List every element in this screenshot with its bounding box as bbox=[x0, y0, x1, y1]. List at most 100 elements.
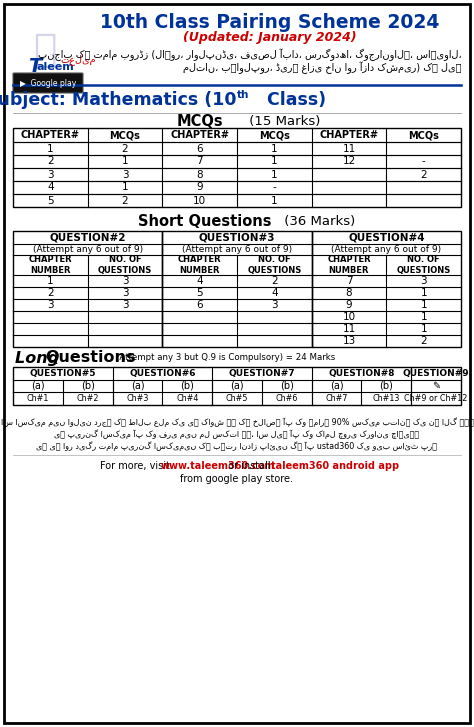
Text: MCQs: MCQs bbox=[177, 114, 223, 129]
Text: CHAPTER
NUMBER: CHAPTER NUMBER bbox=[178, 255, 221, 275]
Text: 1: 1 bbox=[47, 143, 54, 153]
Text: 2: 2 bbox=[122, 196, 128, 206]
Text: www.taleem360.com: www.taleem360.com bbox=[161, 461, 275, 471]
Text: QUESTION#6: QUESTION#6 bbox=[129, 369, 196, 378]
Text: MCQs: MCQs bbox=[408, 130, 439, 140]
Text: QUESTION#8: QUESTION#8 bbox=[328, 369, 395, 378]
Text: 1: 1 bbox=[271, 156, 278, 166]
Text: ✎: ✎ bbox=[432, 381, 440, 391]
Text: Ch#6: Ch#6 bbox=[275, 394, 298, 403]
Text: QUESTION#4: QUESTION#4 bbox=[348, 233, 425, 243]
Text: Short Questions: Short Questions bbox=[138, 214, 272, 228]
Text: 4: 4 bbox=[271, 288, 278, 298]
Text: 8: 8 bbox=[196, 169, 203, 180]
Bar bbox=[13, 367, 461, 405]
Text: from google play store.: from google play store. bbox=[181, 474, 293, 484]
Text: Questions: Questions bbox=[45, 350, 136, 366]
Text: تعلیم: تعلیم bbox=[60, 55, 96, 65]
Text: Ch#9 or Ch#12: Ch#9 or Ch#12 bbox=[404, 394, 468, 403]
Text: 11: 11 bbox=[342, 324, 356, 334]
Text: (Attempt any 3 but Q.9 is Compulsory) = 24 Marks: (Attempt any 3 but Q.9 is Compulsory) = … bbox=[116, 353, 335, 363]
Text: QUESTION#9: QUESTION#9 bbox=[403, 369, 469, 378]
Text: 🎓: 🎓 bbox=[33, 31, 57, 69]
Text: Ch#7: Ch#7 bbox=[325, 394, 348, 403]
Text: (Attempt any 6 out of 9): (Attempt any 6 out of 9) bbox=[33, 245, 143, 254]
Text: Long: Long bbox=[15, 350, 65, 366]
Text: 2: 2 bbox=[47, 288, 54, 298]
Text: ▶  Google play: ▶ Google play bbox=[20, 79, 76, 87]
Text: (a): (a) bbox=[330, 381, 343, 391]
Text: Ch#5: Ch#5 bbox=[226, 394, 248, 403]
Text: 5: 5 bbox=[47, 196, 54, 206]
Text: (a): (a) bbox=[31, 381, 45, 391]
Text: T: T bbox=[28, 57, 41, 76]
Text: (Updated: January 2024): (Updated: January 2024) bbox=[183, 31, 357, 44]
Text: (b): (b) bbox=[379, 381, 393, 391]
Text: QUESTION#7: QUESTION#7 bbox=[228, 369, 295, 378]
Text: NO. OF
QUESTIONS: NO. OF QUESTIONS bbox=[247, 255, 301, 275]
Text: 1: 1 bbox=[420, 312, 427, 322]
Text: For more, visit: For more, visit bbox=[100, 461, 173, 471]
Text: 1: 1 bbox=[420, 300, 427, 310]
Text: CHAPTER
NUMBER: CHAPTER NUMBER bbox=[28, 255, 72, 275]
Text: QUESTION#5: QUESTION#5 bbox=[29, 369, 96, 378]
Text: یہ یہ اور دیگر تمام پیرنگ اسکیمیں کے بہتر انداز پائیں گے آپ ustad360 کی ویب سائٹ: یہ یہ اور دیگر تمام پیرنگ اسکیمیں کے بہت… bbox=[36, 441, 438, 451]
Text: -: - bbox=[422, 156, 426, 166]
Text: اس اسکیم میں اولین درجہ کے طالب علم کی یہ کاوش ہے کہ خلاصہ آپ کو ہمارے 90% سکیم : اس اسکیم میں اولین درجہ کے طالب علم کی ی… bbox=[0, 417, 474, 427]
Text: 7: 7 bbox=[346, 276, 352, 286]
Text: (b): (b) bbox=[280, 381, 294, 391]
Text: 1: 1 bbox=[271, 169, 278, 180]
Text: پنجاب کے تمام بورڈز (لاہور، راولپنڈی، فیصل آباد، سرگودھا، گوجرانوالہ، ساہیوال،: پنجاب کے تمام بورڈز (لاہور، راولپنڈی، فی… bbox=[38, 49, 462, 61]
Text: 13: 13 bbox=[342, 336, 356, 346]
Text: 6: 6 bbox=[196, 143, 203, 153]
Bar bbox=[13, 128, 461, 207]
Text: 1: 1 bbox=[420, 324, 427, 334]
Text: 10: 10 bbox=[342, 312, 356, 322]
Text: 3: 3 bbox=[271, 300, 278, 310]
Text: 2: 2 bbox=[47, 156, 54, 166]
Text: aleem: aleem bbox=[37, 62, 75, 72]
Text: MCQs: MCQs bbox=[259, 130, 290, 140]
Text: (b): (b) bbox=[180, 381, 194, 391]
Text: (Attempt any 6 out of 9): (Attempt any 6 out of 9) bbox=[182, 245, 292, 254]
Text: 3: 3 bbox=[122, 300, 128, 310]
Text: 2: 2 bbox=[271, 276, 278, 286]
Text: th: th bbox=[237, 90, 249, 100]
Text: Subject: Mathematics (10: Subject: Mathematics (10 bbox=[0, 91, 237, 109]
Text: (b): (b) bbox=[81, 381, 95, 391]
Text: 4: 4 bbox=[47, 182, 54, 193]
Text: 7: 7 bbox=[196, 156, 203, 166]
Text: taleem360 android app: taleem360 android app bbox=[271, 461, 399, 471]
Text: 3: 3 bbox=[47, 169, 54, 180]
Text: 3: 3 bbox=[122, 288, 128, 298]
Text: 6: 6 bbox=[196, 300, 203, 310]
Text: CHAPTER#: CHAPTER# bbox=[319, 130, 379, 140]
Text: QUESTION#2: QUESTION#2 bbox=[49, 233, 126, 243]
Text: 8: 8 bbox=[346, 288, 352, 298]
Text: 12: 12 bbox=[342, 156, 356, 166]
Text: Class): Class) bbox=[261, 91, 326, 109]
Text: 3: 3 bbox=[122, 169, 128, 180]
FancyBboxPatch shape bbox=[13, 73, 83, 93]
Text: 1: 1 bbox=[271, 143, 278, 153]
Text: 1: 1 bbox=[420, 288, 427, 298]
Text: 3: 3 bbox=[122, 276, 128, 286]
Text: Ch#3: Ch#3 bbox=[126, 394, 149, 403]
Text: Ch#1: Ch#1 bbox=[27, 394, 49, 403]
Text: 1: 1 bbox=[47, 276, 54, 286]
Text: (a): (a) bbox=[131, 381, 144, 391]
Text: 9: 9 bbox=[346, 300, 352, 310]
Text: 3: 3 bbox=[420, 276, 427, 286]
Text: 3: 3 bbox=[47, 300, 54, 310]
Text: Ch#2: Ch#2 bbox=[76, 394, 99, 403]
Text: 10: 10 bbox=[193, 196, 206, 206]
Text: or install: or install bbox=[226, 461, 274, 471]
Text: 1: 1 bbox=[122, 156, 128, 166]
Text: 5: 5 bbox=[196, 288, 203, 298]
Text: NO. OF
QUESTIONS: NO. OF QUESTIONS bbox=[397, 255, 451, 275]
Text: 2: 2 bbox=[420, 336, 427, 346]
Bar bbox=[162, 231, 312, 347]
Text: (a): (a) bbox=[230, 381, 244, 391]
Text: (15 Marks): (15 Marks) bbox=[245, 116, 320, 129]
Text: MCQs: MCQs bbox=[109, 130, 140, 140]
